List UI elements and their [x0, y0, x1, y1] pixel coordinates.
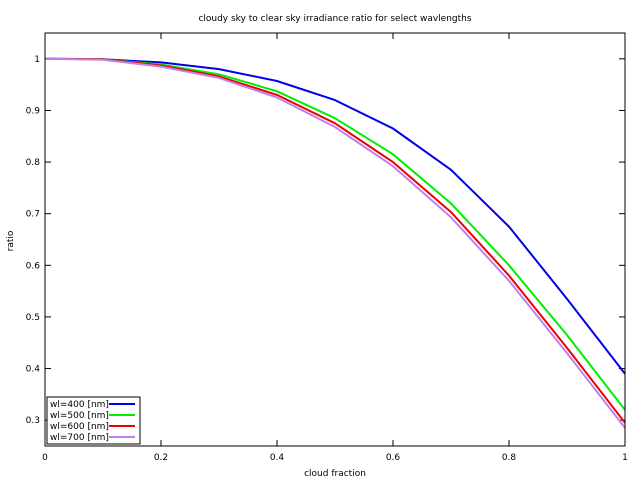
y-tick-label: 0.5 — [26, 313, 40, 323]
y-axis-label: ratio — [6, 230, 16, 251]
x-tick-label: 0.2 — [154, 453, 168, 463]
y-tick-label: 0.7 — [26, 210, 40, 220]
series-line-4 — [44, 57, 626, 429]
y-tick-label: 0.8 — [26, 158, 41, 168]
legend-label: wl=400 [nm] — [50, 400, 109, 410]
x-tick-label: 1 — [622, 453, 628, 463]
y-tick-label: 0.4 — [26, 365, 41, 375]
series-line-2 — [44, 57, 626, 411]
x-tick-label: 0.8 — [502, 453, 517, 463]
legend-label: wl=500 [nm] — [50, 411, 109, 421]
legend-label: wl=700 [nm] — [50, 433, 109, 443]
plot-frame — [44, 32, 626, 447]
series-line-3 — [44, 57, 626, 424]
x-tick-label: 0.4 — [270, 453, 285, 463]
series-line-1 — [44, 57, 626, 375]
x-tick-label: 0 — [42, 453, 48, 463]
x-tick-label: 0.6 — [386, 453, 401, 463]
y-tick-label: 0.9 — [26, 106, 41, 116]
chart-title: cloudy sky to clear sky irradiance ratio… — [198, 14, 471, 24]
legend-label: wl=600 [nm] — [50, 422, 109, 432]
x-axis-label: cloud fraction — [304, 469, 366, 479]
y-tick-label: 1 — [34, 55, 40, 65]
y-tick-label: 0.3 — [26, 416, 40, 426]
y-tick-label: 0.6 — [26, 261, 41, 271]
legend: wl=400 [nm]wl=500 [nm]wl=600 [nm]wl=700 … — [46, 396, 141, 445]
